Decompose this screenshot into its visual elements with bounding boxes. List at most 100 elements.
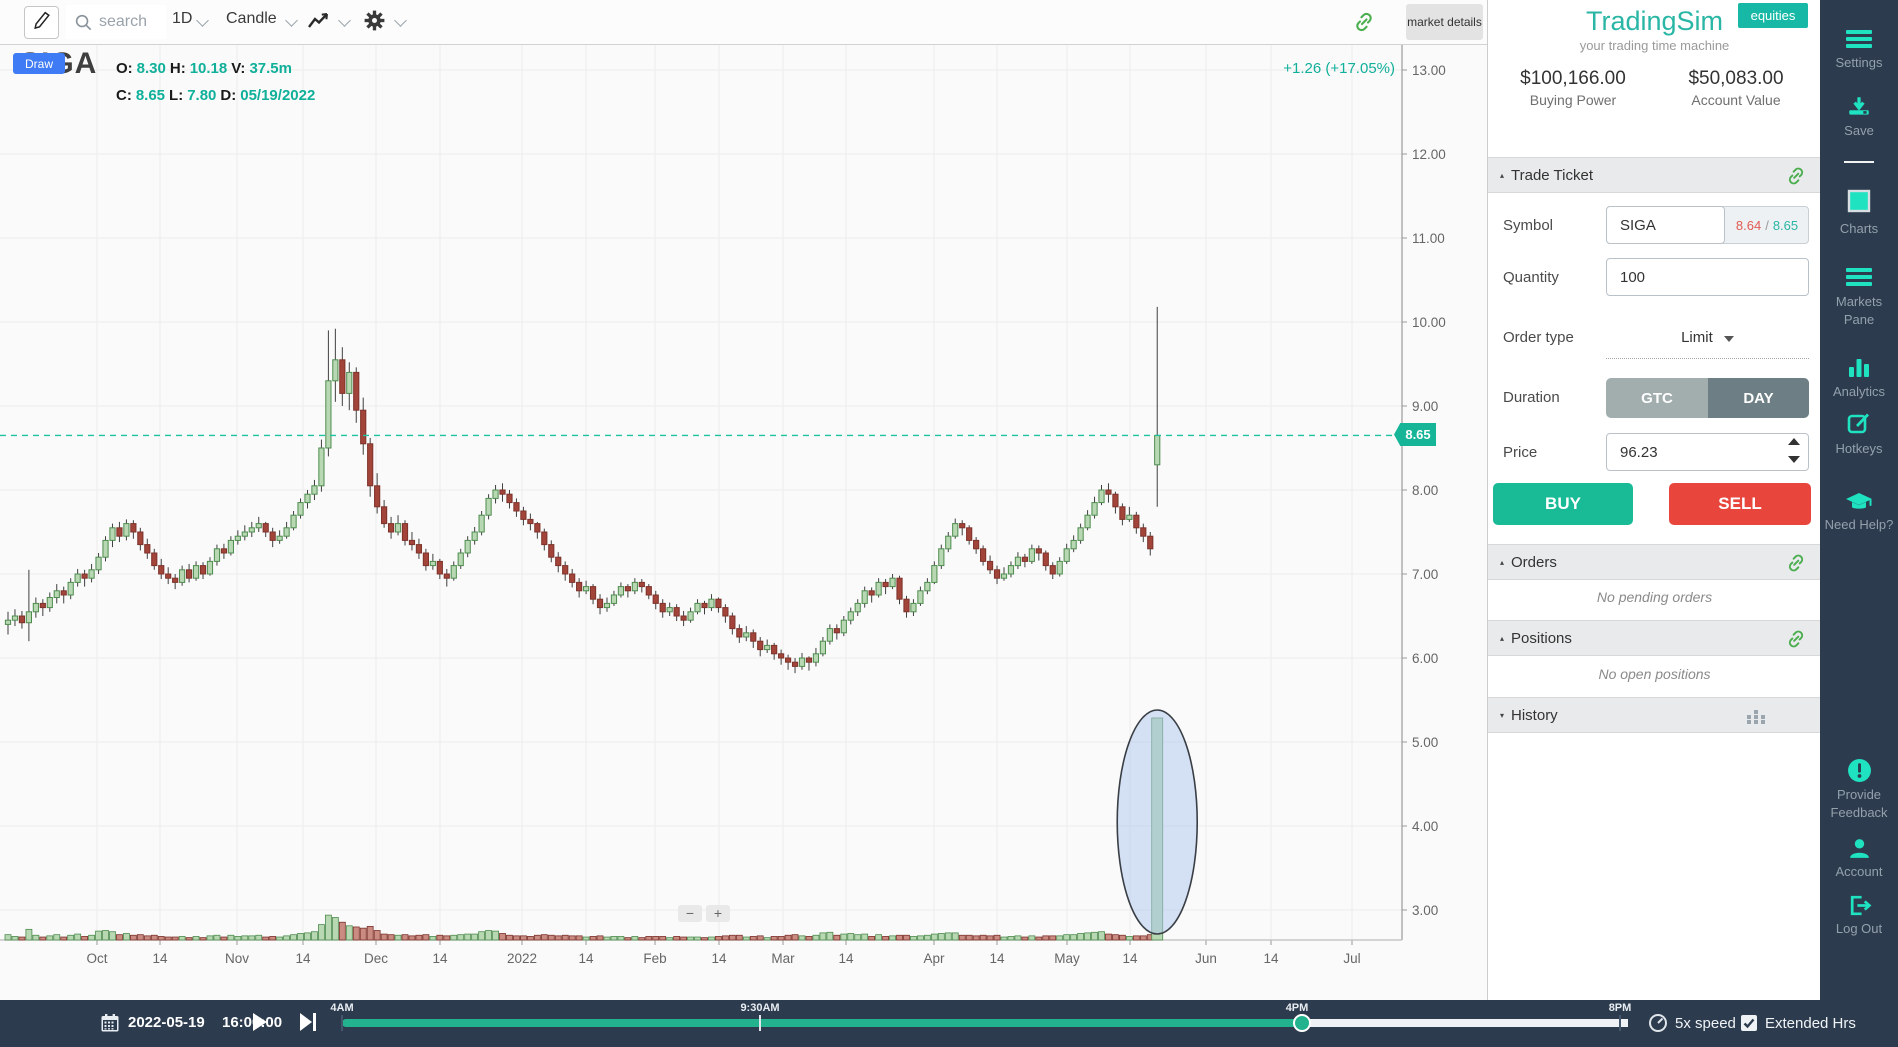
orders-section-header[interactable]: ▴ Orders bbox=[1488, 544, 1821, 580]
line-chart-icon bbox=[306, 13, 332, 37]
chart-link-icon[interactable] bbox=[1352, 10, 1374, 32]
legend-key: O: bbox=[116, 60, 133, 77]
timeline-tickmark-930am bbox=[759, 1015, 761, 1031]
date-axis-label: Apr bbox=[923, 951, 945, 966]
hotkeys-icon[interactable] bbox=[1820, 410, 1898, 436]
price-step-down-icon[interactable] bbox=[1788, 456, 1800, 463]
date-axis-label: 2022 bbox=[507, 951, 537, 966]
chart-pane[interactable]: 13.00 12.00 11.00 10.00 9.00 8.00 7.00 6.00 5.00… bbox=[0, 44, 1487, 1000]
market-details-button[interactable]: market details bbox=[1406, 4, 1483, 40]
charts-icon[interactable] bbox=[1820, 188, 1898, 214]
checkbox-checked-icon bbox=[1740, 1014, 1758, 1032]
duration-day-button[interactable]: DAY bbox=[1708, 378, 1809, 418]
sidebar-item-charts[interactable]: Charts bbox=[1839, 221, 1879, 236]
sidebar-item-need-help[interactable]: Need Help? bbox=[1824, 517, 1894, 532]
legend-key: L: bbox=[169, 87, 184, 104]
sidebar-item-hotkeys[interactable]: Hotkeys bbox=[1835, 441, 1883, 456]
settings-chevron-down-icon[interactable] bbox=[394, 14, 407, 27]
history-section-header[interactable]: ▾ History bbox=[1488, 697, 1821, 733]
ohlc-legend-line2: C: 8.65 L: 7.80 D: 05/19/2022 bbox=[112, 87, 315, 104]
sidebar-item-log-out[interactable]: Log Out bbox=[1835, 921, 1883, 936]
duration-gtc-button[interactable]: GTC bbox=[1606, 378, 1708, 418]
positions-link-icon[interactable] bbox=[1785, 628, 1807, 650]
playback-date[interactable]: 2022-05-19 bbox=[128, 1014, 205, 1031]
playback-time[interactable]: 16:00:00 bbox=[222, 1014, 283, 1031]
pencil-icon bbox=[32, 10, 52, 35]
search-icon bbox=[74, 13, 93, 32]
order-type-caret-icon bbox=[1723, 336, 1734, 342]
buy-button[interactable]: BUY bbox=[1493, 483, 1633, 525]
play-button[interactable] bbox=[253, 1013, 267, 1031]
sidebar-divider bbox=[1844, 161, 1874, 163]
quantity-input[interactable]: 100 bbox=[1606, 258, 1809, 296]
search-input[interactable]: search bbox=[66, 5, 166, 39]
sidebar-item-markets-pane[interactable]: Markets Pane bbox=[1835, 294, 1883, 327]
timeline-tick-label: 9:30AM bbox=[740, 1002, 780, 1014]
timeframe-chevron-down-icon[interactable] bbox=[196, 14, 209, 27]
timeline-track-elapsed[interactable] bbox=[342, 1019, 1302, 1027]
symbol-field-group: SIGA 8.64 / 8.65 bbox=[1606, 206, 1809, 244]
feedback-icon[interactable] bbox=[1820, 758, 1898, 783]
sidebar-item-settings[interactable]: Settings bbox=[1835, 55, 1883, 70]
draw-tool-button[interactable] bbox=[24, 6, 59, 39]
price-input[interactable]: 96.23 bbox=[1606, 433, 1809, 471]
date-axis-label: Jun bbox=[1195, 951, 1217, 966]
price-chart[interactable]: 13.00 12.00 11.00 10.00 9.00 8.00 7.00 6.00 5.00… bbox=[0, 44, 1487, 1000]
chart-style-chevron-down-icon[interactable] bbox=[338, 14, 351, 27]
ask-price: 8.65 bbox=[1772, 217, 1799, 233]
search-placeholder: search bbox=[99, 13, 148, 30]
timeline-track-remaining[interactable] bbox=[1302, 1019, 1628, 1027]
price-axis-label: 5.00 bbox=[1412, 735, 1438, 750]
analytics-icon[interactable] bbox=[1820, 355, 1898, 379]
bid-price: 8.64 bbox=[1735, 217, 1762, 233]
sidebar-item-save[interactable]: Save bbox=[1844, 123, 1874, 138]
chart-style-button[interactable] bbox=[306, 9, 332, 38]
date-axis-label: 14 bbox=[1122, 951, 1138, 966]
price-label: Price bbox=[1503, 444, 1538, 461]
save-icon[interactable] bbox=[1820, 94, 1898, 120]
quantity-label: Quantity bbox=[1503, 269, 1559, 286]
sidebar-item-provide-feedback[interactable]: Provide Feedback bbox=[1830, 787, 1888, 820]
chart-zoom-out-button[interactable]: − bbox=[678, 905, 702, 922]
price-axis-label: 12.00 bbox=[1412, 147, 1446, 162]
price-axis-label: 9.00 bbox=[1412, 399, 1438, 414]
collapse-arrow-icon: ▴ bbox=[1500, 557, 1505, 567]
legend-value: 7.80 bbox=[187, 87, 217, 104]
order-type-label: Order type bbox=[1503, 329, 1574, 346]
speedometer-icon bbox=[1648, 1013, 1668, 1033]
graduation-cap-icon[interactable] bbox=[1820, 492, 1898, 516]
symbol-input[interactable]: SIGA bbox=[1606, 206, 1725, 244]
date-axis-label: 14 bbox=[578, 951, 594, 966]
orders-link-icon[interactable] bbox=[1785, 552, 1807, 574]
date-axis-label: Oct bbox=[86, 951, 107, 966]
sidebar-item-account[interactable]: Account bbox=[1835, 864, 1883, 879]
positions-section-header[interactable]: ▴ Positions bbox=[1488, 620, 1821, 656]
trade-ticket-section-header[interactable]: ▴ Trade Ticket bbox=[1488, 157, 1821, 193]
order-type-select[interactable]: Limit bbox=[1606, 329, 1809, 346]
price-axis-label: 3.00 bbox=[1412, 903, 1438, 918]
chart-type-select[interactable]: Candle bbox=[226, 10, 277, 27]
calendar-icon[interactable] bbox=[100, 1013, 120, 1038]
account-icon[interactable] bbox=[1820, 836, 1898, 861]
sell-button[interactable]: SELL bbox=[1669, 483, 1811, 525]
date-axis-label: Dec bbox=[364, 951, 388, 966]
price-axis-label: 13.00 bbox=[1412, 63, 1446, 78]
chart-settings-button[interactable] bbox=[362, 8, 387, 38]
timeline-thumb[interactable] bbox=[1293, 1014, 1311, 1032]
history-stats-icon[interactable] bbox=[1746, 707, 1766, 730]
price-axis-label: 7.00 bbox=[1412, 567, 1438, 582]
date-axis-label: May bbox=[1054, 951, 1080, 966]
trade-ticket-link-icon[interactable] bbox=[1785, 165, 1807, 187]
markets-pane-icon[interactable] bbox=[1820, 266, 1898, 288]
legend-key: D: bbox=[220, 87, 237, 104]
settings-icon[interactable] bbox=[1820, 28, 1898, 50]
sidebar-item-analytics[interactable]: Analytics bbox=[1832, 384, 1886, 399]
extended-hours-toggle[interactable]: Extended Hrs bbox=[1740, 1010, 1856, 1036]
step-forward-button[interactable] bbox=[300, 1013, 318, 1031]
chart-zoom-in-button[interactable]: + bbox=[706, 905, 730, 922]
chart-type-chevron-down-icon[interactable] bbox=[285, 14, 298, 27]
price-step-up-icon[interactable] bbox=[1788, 438, 1800, 445]
log-out-icon[interactable] bbox=[1820, 893, 1898, 918]
collapse-arrow-icon: ▴ bbox=[1500, 170, 1505, 180]
timeframe-select[interactable]: 1D bbox=[172, 10, 193, 27]
